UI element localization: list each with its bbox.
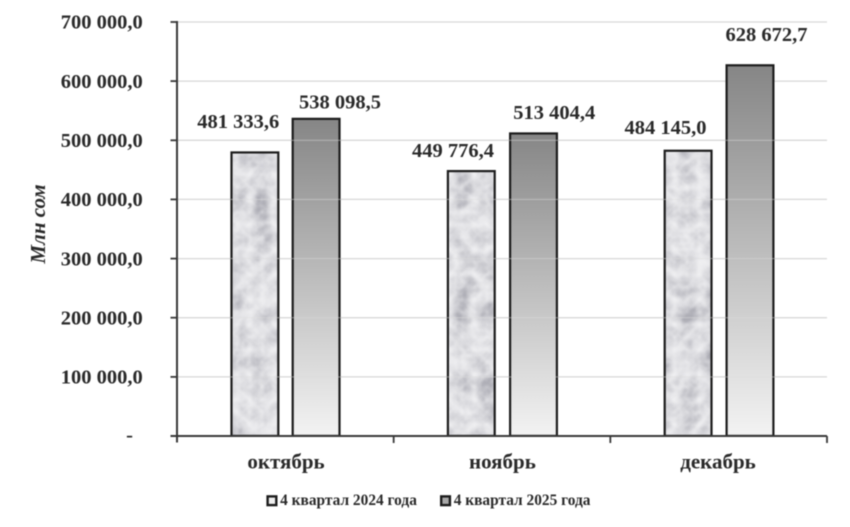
svg-text:200 000,0: 200 000,0 [61,307,143,329]
svg-text:300 000,0: 300 000,0 [61,248,143,270]
svg-text:Млн сом: Млн сом [26,184,50,264]
svg-text:ноябрь: ноябрь [469,450,536,474]
svg-text:400 000,0: 400 000,0 [61,189,143,211]
svg-text:481 333,6: 481 333,6 [197,111,279,133]
svg-text:4 квартал 2025 года: 4 квартал 2025 года [454,492,591,509]
svg-text:декабрь: декабрь [680,450,756,474]
svg-text:538 098,5: 538 098,5 [299,92,381,114]
svg-text:628 672,7: 628 672,7 [726,24,808,46]
svg-text:4 квартал 2024 года: 4 квартал 2024 года [280,492,417,509]
svg-text:513 404,4: 513 404,4 [513,102,595,124]
svg-text:500 000,0: 500 000,0 [61,130,143,152]
svg-text:100 000,0: 100 000,0 [61,367,143,389]
svg-text:484 145,0: 484 145,0 [625,117,707,139]
svg-text:600 000,0: 600 000,0 [61,71,143,93]
svg-text:700 000,0: 700 000,0 [61,12,143,34]
svg-text:449 776,4: 449 776,4 [412,140,494,162]
svg-text:-: - [126,425,133,447]
svg-text:октябрь: октябрь [247,450,324,474]
